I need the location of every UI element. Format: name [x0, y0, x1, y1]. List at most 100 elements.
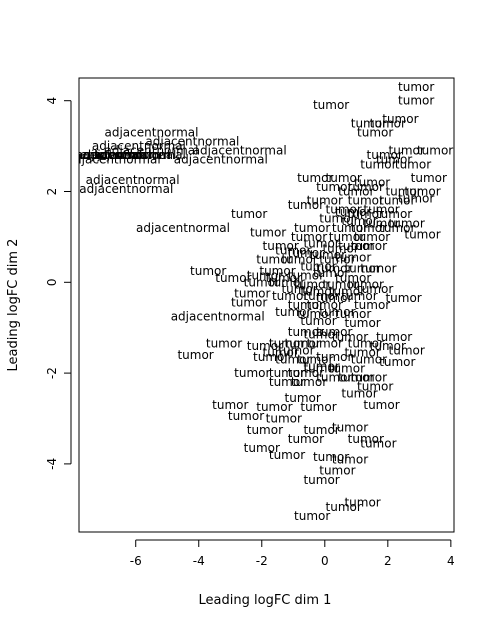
- point-label-tumor: tumor: [376, 153, 412, 167]
- point-label-tumor: tumor: [307, 194, 343, 208]
- point-label-tumor: tumor: [316, 325, 352, 339]
- point-label-tumor: tumor: [297, 353, 333, 367]
- point-label-tumor: tumor: [348, 180, 384, 194]
- point-label-tumor: tumor: [303, 423, 339, 437]
- point-label-tumor: tumor: [291, 375, 327, 389]
- x-axis: -6 -4 -2 0 2 4: [130, 539, 455, 568]
- point-label-tumor: tumor: [269, 366, 305, 380]
- point-label-tumor: tumor: [300, 284, 336, 298]
- point-label-tumor: tumor: [357, 126, 393, 140]
- point-label-tumor: tumor: [247, 339, 283, 353]
- point-label-tumor: tumor: [354, 175, 390, 189]
- point-label-tumor: tumor: [348, 278, 384, 292]
- point-label-tumor: tumor: [363, 203, 399, 217]
- point-label-tumor: tumor: [269, 275, 305, 289]
- point-label-adjacentnormal: adjacentnormal: [79, 182, 173, 196]
- point-label-tumor: tumor: [335, 307, 371, 321]
- point-label-tumor: tumor: [316, 180, 352, 194]
- point-label-tumor: tumor: [322, 241, 358, 255]
- y-axis-title: Leading logFC dim 2: [6, 239, 21, 372]
- point-label-tumor: tumor: [326, 203, 362, 217]
- point-label-tumor: tumor: [285, 337, 321, 351]
- y-tick-label: 0: [45, 278, 59, 286]
- point-label-tumor: tumor: [303, 473, 339, 487]
- point-label-adjacentnormal: adjacentnormal: [67, 153, 161, 167]
- point-label-tumor: tumor: [348, 432, 384, 446]
- point-label-tumor: tumor: [212, 398, 248, 412]
- point-label-tumor: tumor: [310, 248, 346, 262]
- point-label-tumor: tumor: [389, 343, 425, 357]
- point-label-tumor: tumor: [351, 353, 387, 367]
- point-label-tumor: tumor: [389, 144, 425, 158]
- point-label-tumor: tumor: [338, 371, 374, 385]
- point-label-adjacentnormal: adjacentnormal: [171, 309, 265, 323]
- point-label-tumor: tumor: [294, 221, 330, 235]
- point-label-tumor: tumor: [288, 366, 324, 380]
- point-label-tumor: tumor: [297, 171, 333, 185]
- point-label-tumor: tumor: [303, 237, 339, 251]
- point-label-tumor: tumor: [266, 412, 302, 426]
- point-label-tumor: tumor: [341, 214, 377, 228]
- point-label-tumor: tumor: [256, 400, 292, 414]
- point-label-tumor: tumor: [231, 207, 267, 221]
- point-label-adjacentnormal: adjacentnormal: [105, 144, 199, 158]
- point-label-tumor: tumor: [228, 409, 264, 423]
- point-label-tumor: tumor: [376, 330, 412, 344]
- point-label-tumor: tumor: [344, 346, 380, 360]
- point-label-tumor: tumor: [300, 400, 336, 414]
- point-label-tumor: tumor: [322, 278, 358, 292]
- point-label-tumor: tumor: [385, 291, 421, 305]
- point-label-tumor: tumor: [338, 239, 374, 253]
- point-label-tumor: tumor: [404, 228, 440, 242]
- point-label-tumor: tumor: [363, 398, 399, 412]
- point-label-tumor: tumor: [326, 500, 362, 514]
- point-label-tumor: tumor: [354, 230, 390, 244]
- point-label-tumor: tumor: [348, 337, 384, 351]
- point-label-tumor: tumor: [313, 98, 349, 112]
- point-label-tumor: tumor: [332, 221, 368, 235]
- point-label-tumor: tumor: [190, 264, 226, 278]
- point-label-tumor: tumor: [275, 353, 311, 367]
- point-label-tumor: tumor: [398, 80, 434, 94]
- point-label-tumor: tumor: [272, 289, 308, 303]
- point-label-tumor: tumor: [385, 185, 421, 199]
- point-label-tumor: tumor: [360, 157, 396, 171]
- x-tick-label: 4: [447, 554, 455, 568]
- point-label-tumor: tumor: [288, 246, 324, 260]
- point-label-tumor: tumor: [316, 262, 352, 276]
- point-label-tumor: tumor: [313, 450, 349, 464]
- point-label-adjacentnormal: adjacentnormal: [145, 135, 239, 149]
- point-label-tumor: tumor: [294, 278, 330, 292]
- point-label-tumor: tumor: [357, 282, 393, 296]
- point-label-tumor: tumor: [363, 216, 399, 230]
- point-label-tumor: tumor: [332, 452, 368, 466]
- x-tick-label: 0: [321, 554, 329, 568]
- point-label-tumor: tumor: [288, 298, 324, 312]
- point-label-tumor: tumor: [300, 259, 336, 273]
- point-label-tumor: tumor: [231, 296, 267, 310]
- point-label-tumor: tumor: [329, 230, 365, 244]
- point-label-tumor: tumor: [348, 194, 384, 208]
- point-label-adjacentnormal: adjacentnormal: [174, 153, 268, 167]
- point-label-tumor: tumor: [332, 330, 368, 344]
- y-tick-label: 4: [45, 97, 59, 105]
- point-label-tumor: tumor: [370, 116, 406, 130]
- point-label-tumor: tumor: [281, 282, 317, 296]
- x-tick-label: 2: [384, 554, 392, 568]
- point-label-tumor: tumor: [344, 316, 380, 330]
- point-label-tumor: tumor: [288, 269, 324, 283]
- point-label-tumor: tumor: [288, 432, 324, 446]
- point-label-tumor: tumor: [275, 244, 311, 258]
- point-label-adjacentnormal: adjacentnormal: [92, 148, 186, 162]
- point-label-tumor: tumor: [382, 112, 418, 126]
- point-label-tumor: tumor: [291, 230, 327, 244]
- point-label-tumor: tumor: [344, 496, 380, 510]
- point-label-adjacentnormal: adjacentnormal: [76, 148, 170, 162]
- point-label-tumor: tumor: [379, 221, 415, 235]
- point-label-tumor: tumor: [389, 216, 425, 230]
- y-tick-label: 2: [45, 188, 59, 196]
- point-label-adjacentnormal: adjacentnormal: [193, 144, 287, 158]
- point-label-tumor: tumor: [404, 185, 440, 199]
- point-label-tumor: tumor: [348, 207, 384, 221]
